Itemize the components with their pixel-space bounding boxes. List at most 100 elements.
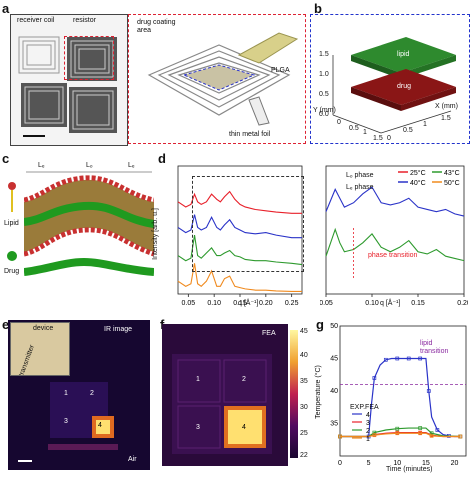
y-tick-0: 0 (337, 119, 341, 126)
d-xlabel-right: q [Å⁻¹] (380, 300, 401, 307)
d-left-xtick-label-3: 0.20 (259, 300, 273, 307)
plga-label: PLGA (271, 67, 290, 74)
receiver-coil-label: receiver coil (17, 17, 55, 24)
d-legend-label-1: 40°C (410, 179, 426, 187)
d-legend-label-2: 43°C (444, 169, 460, 177)
x-tick-3: 1.5 (441, 115, 451, 122)
g-point-4-12 (418, 356, 423, 361)
coil-array-drawing (18, 36, 117, 137)
g-legend-label-3: 1 (366, 436, 370, 443)
d-legend-ld-phase: Lₑ phase (346, 184, 374, 191)
d-right-series-1 (325, 227, 465, 262)
lipid-legend-label: Lipid (4, 220, 19, 227)
panel-c-md-snapshot: Lₑ Lₒ Lₑ (24, 162, 154, 292)
g-point-1-8 (429, 433, 434, 438)
panel-a-zoom-box: drug coating area PLGA thin metal foil (128, 14, 306, 144)
d-legend-label-0: 25°C (410, 169, 426, 177)
y-tick-2: 1 (363, 129, 367, 136)
g-point-1-4 (395, 431, 400, 436)
ld-right-label: Lₑ (128, 162, 135, 169)
z-tick-0: 1.5 (319, 51, 329, 58)
x-tick-2: 1 (423, 121, 427, 128)
g-xtick-3: 15 (422, 460, 430, 467)
f-num-2: 2 (242, 376, 246, 383)
panel-f-fea-image: FEA 1 2 3 4 (162, 324, 288, 466)
d-xlabel-left: q [Å⁻¹] (238, 300, 259, 307)
g-series-4 (340, 357, 461, 438)
lo-label: Lₒ (86, 162, 93, 169)
cbar-40: 40 (300, 352, 308, 359)
g-point-4-10 (406, 356, 411, 361)
g-xtick-4: 20 (451, 460, 459, 467)
g-ytick-1: 40 (330, 388, 338, 395)
panel-b-box: lipid drug Y (mm) X (mm) 1.5 1.0 0.5 0.0… (310, 14, 470, 144)
g-xtick-0: 0 (338, 460, 342, 467)
panel-label-e: e (2, 317, 10, 332)
lipid-layer-label: lipid (397, 51, 410, 58)
d-right-xtick-label-2: 0.15 (411, 300, 425, 307)
d-right-xtick-label-0: 0.05 (320, 300, 333, 307)
xrd-chart-right: 0.05 0.10 0.15 0.20 25°C 40°C 43°C 50°C (320, 165, 468, 307)
g-point-2-6 (418, 426, 423, 430)
x-tick-1: 0.5 (403, 127, 413, 134)
fea-heatmap (172, 354, 272, 454)
panel-e-inset-photo: device transmitter (10, 322, 70, 376)
d-left-xtick-label-4: 0.25 (285, 300, 299, 307)
d-right-xtick-label-3: 0.20 (457, 300, 468, 307)
g-legend-header: EXP.FEA (350, 404, 379, 411)
y-tick-3: 1.5 (373, 135, 383, 142)
d-left-series-2 (177, 235, 303, 266)
d-right-frame (325, 165, 465, 295)
z-tick-3: 0.0 (319, 111, 329, 118)
g-legend-label-0: 4 (366, 412, 370, 419)
x-tick-0: 0 (387, 135, 391, 142)
g-ytick-3: 50 (330, 323, 338, 330)
g-point-2-8 (429, 431, 434, 436)
device-label: device (33, 325, 54, 332)
ir-image-label: IR image (104, 326, 133, 333)
g-xtick-2: 10 (393, 460, 401, 467)
y-tick-1: 0.5 (349, 125, 359, 132)
d-ylabel: Intensity [arb. u.] (151, 208, 159, 260)
d-phase-transition: phase transition (368, 252, 418, 259)
g-point-1-2 (372, 433, 377, 438)
z-tick-1: 1.0 (319, 71, 329, 78)
g-legend-label-2: 2 (366, 428, 370, 435)
d-left-series-0 (177, 190, 302, 214)
f-num-1: 1 (196, 376, 200, 383)
d-right-series-0 (325, 186, 465, 217)
panel-label-b: b (314, 1, 322, 16)
cbar-35: 35 (300, 378, 308, 385)
panel-e-ir-image: IR image Air 1 2 3 4 (8, 320, 150, 470)
g-point-4-8 (395, 356, 400, 361)
drug-legend-label: Drug (4, 268, 20, 275)
d-left-xtick-label-0: 0.05 (182, 300, 196, 307)
xrd-chart-left: 0.05 0.10 0.15 0.20 0.25 (177, 165, 303, 307)
d-zoom-region (192, 176, 304, 272)
colorbar (290, 330, 298, 458)
g-frame (339, 325, 467, 457)
molecular-dynamics-drawing (24, 171, 154, 276)
cbar-25: 25 (300, 430, 308, 437)
d-left-xtick-label-2: 0.15 (233, 300, 247, 307)
panel-label-a: a (2, 1, 10, 16)
f-num-3: 3 (196, 424, 200, 431)
x-axis-label: X (mm) (435, 103, 458, 110)
g-point-4-4 (372, 376, 377, 380)
fea-label: FEA (262, 330, 276, 337)
g-xtick-1: 5 (367, 460, 371, 467)
ld-left-label: Lₑ (38, 162, 45, 169)
lipid-drug-legend-icons (7, 182, 17, 261)
g-series-1 (340, 432, 461, 438)
d-left-series-3 (177, 263, 302, 292)
thin-metal-foil-label: thin metal foil (229, 131, 271, 138)
y-axis-label: Y (mm) (313, 107, 336, 114)
g-transition-label: lipid transition (420, 340, 449, 355)
e-num-1: 1 (64, 390, 68, 397)
d-left-xtick-label-1: 0.10 (207, 300, 221, 307)
cbar-30: 30 (300, 404, 308, 411)
drug-layer-label: drug (397, 83, 412, 90)
panel-a-zoom-box-small (64, 36, 114, 80)
panel-label-d: d (158, 151, 166, 166)
